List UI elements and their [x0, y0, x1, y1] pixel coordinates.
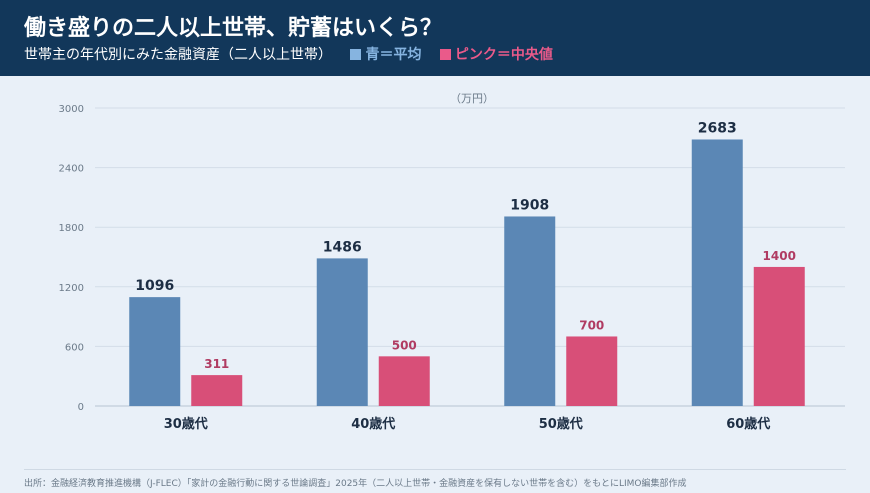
legend-median-swatch: [439, 49, 451, 60]
x-category-label: 50歳代: [539, 416, 583, 432]
data-label-median: 1400: [763, 249, 796, 263]
y-tick-label: 3000: [59, 104, 84, 115]
header-banner: 働き盛りの二人以上世帯、貯蓄はいくら？ 世帯主の年代別にみた金融資産（二人以上世…: [0, 0, 870, 76]
page-subtitle: 世帯主の年代別にみた金融資産（二人以上世帯） 青＝平均 ピンク＝中央値: [24, 44, 553, 64]
data-label-median: 700: [579, 318, 604, 332]
x-category-label: 60歳代: [726, 416, 770, 432]
data-label-average: 1096: [135, 278, 174, 294]
y-tick-label: 0: [78, 402, 84, 413]
divider: [24, 469, 846, 470]
y-axis-unit: （万円）: [450, 92, 494, 105]
bar-median: [753, 266, 805, 406]
bar-median: [191, 375, 243, 406]
x-category-label: 40歳代: [351, 416, 395, 432]
page-title: 働き盛りの二人以上世帯、貯蓄はいくら？: [24, 16, 443, 41]
bar-average: [316, 258, 368, 406]
source-note: 出所：金融経済教育推進機構（J-FLEC）「家計の金融行動に関する世論調査」20…: [24, 479, 687, 489]
legend-median-label: ピンク＝中央値: [454, 47, 553, 63]
data-label-average: 2683: [698, 120, 737, 136]
data-label-median: 500: [392, 338, 417, 352]
bar-median: [378, 356, 430, 406]
y-tick-label: 1800: [59, 223, 84, 234]
legend-average: 青＝平均: [350, 47, 421, 63]
legend-median: ピンク＝中央値: [439, 47, 553, 63]
y-tick-label: 2400: [59, 164, 84, 175]
bar-median: [566, 336, 618, 406]
data-label-average: 1908: [510, 197, 549, 213]
bar-average: [129, 297, 181, 406]
bar-average: [691, 139, 743, 407]
bar-average: [504, 216, 556, 406]
y-tick-label: 1200: [59, 283, 84, 294]
subtitle-text: 世帯主の年代別にみた金融資産（二人以上世帯）: [24, 47, 332, 63]
legend-average-label: 青＝平均: [365, 47, 422, 63]
x-category-label: 30歳代: [164, 416, 208, 432]
data-label-median: 311: [204, 357, 229, 371]
legend-average-swatch: [350, 49, 362, 60]
y-tick-label: 600: [65, 342, 84, 353]
data-label-average: 1486: [323, 239, 362, 255]
